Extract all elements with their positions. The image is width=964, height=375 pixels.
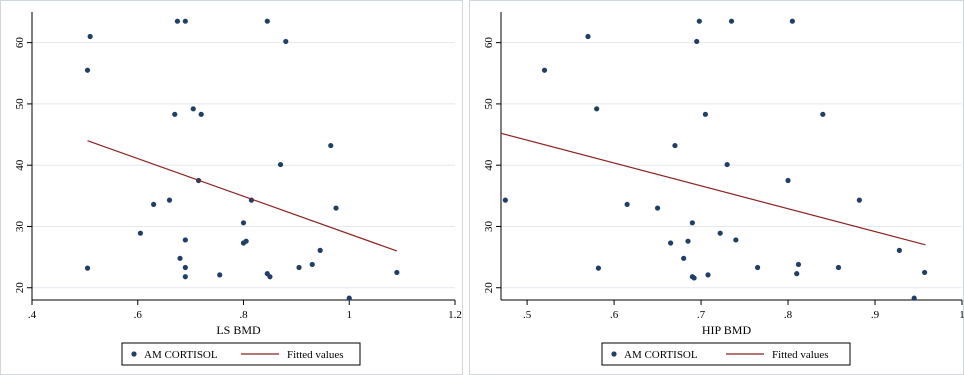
panel1-data-point-24 [277, 161, 284, 168]
panel1-data-point-4 [151, 201, 157, 208]
panel2-x-axis-title: HIP BMD [702, 323, 752, 337]
panel1-x-axis-title: LS BMD [216, 323, 261, 337]
panel2-x-tick-label-4: .9 [871, 309, 880, 321]
panel1-x-tick-label-4: 1.2 [448, 309, 462, 321]
panel1-x-tick-label-0: .4 [28, 309, 37, 321]
panel1-data-point-23 [267, 274, 273, 280]
panel2-data-point-23 [785, 177, 791, 184]
panel2-legend-marker-points [611, 351, 617, 357]
panel1-x-tick-label-1: .6 [134, 309, 143, 321]
panel1-legend-label-line: Fitted values [287, 349, 344, 361]
panel2-x-tick-label-0: .5 [523, 309, 532, 321]
panel2-data-point-14 [694, 38, 700, 45]
panel1-data-point-25 [283, 38, 289, 45]
panel1-data-point-26 [296, 264, 302, 271]
panel2-x-tick-label-2: .7 [697, 309, 706, 321]
panel1-data-point-15 [198, 111, 204, 117]
panel1-data-point-16 [217, 272, 223, 278]
panel1-data-point-10 [182, 237, 188, 243]
panel2-data-point-26 [795, 261, 802, 268]
panel2-data-point-8 [672, 142, 678, 149]
panel1-y-tick-label-0: 20 [14, 282, 26, 294]
panel2-fitted-line [500, 132, 926, 246]
panel2-data-point-2 [585, 33, 591, 40]
panel2-legend-label-line: Fitted values [772, 349, 829, 361]
panel2-data-point-13 [691, 275, 697, 281]
panel1-data-point-12 [182, 274, 188, 280]
panel1-fitted-line [87, 140, 398, 252]
panel1-x-tick-label-3: 1 [347, 309, 353, 321]
ls-bmd-scatter-panel: 20 30 40 50 60 .4 .6 .8 1 1.2 LS BMD AM CORTISOL Fit… [14, 12, 462, 366]
panel1-data-point-2 [87, 33, 93, 40]
panel2-data-point-4 [595, 265, 602, 271]
panel2-legend-label-points: AM CORTISOL [624, 349, 698, 361]
panel-2-background [469, 0, 964, 375]
panel1-data-point-0 [84, 67, 91, 73]
panel1-data-point-3 [137, 230, 143, 236]
panel2-data-point-25 [794, 271, 800, 277]
panel2-y-tick-label-1: 30 [483, 220, 495, 232]
panel1-data-point-21 [264, 18, 270, 24]
panel2-y-tick-label-3: 50 [483, 98, 495, 110]
panel2-data-point-30 [896, 247, 902, 253]
panel1-data-point-27 [309, 261, 315, 268]
panel2-y-tick-label-4: 60 [483, 37, 495, 49]
panel1-y-tick-label-2: 40 [14, 159, 26, 171]
panel2-data-point-29 [856, 197, 862, 203]
panel2-data-point-18 [717, 230, 723, 236]
panel1-data-point-18 [240, 220, 247, 226]
panel2-data-point-24 [789, 18, 795, 24]
panel2-data-point-19 [724, 161, 730, 168]
panel2-data-point-27 [820, 111, 826, 117]
panel2-y-tick-label-0: 20 [483, 282, 495, 294]
panel1-y-tick-label-3: 50 [14, 98, 26, 110]
panel2-data-point-28 [835, 264, 842, 271]
panel1-legend-label-points: AM CORTISOL [144, 349, 218, 361]
panel1-legend-marker-points [131, 351, 137, 357]
panel2-data-point-0 [502, 197, 508, 203]
panel1-data-point-30 [333, 205, 339, 211]
panel1-data-point-5 [166, 197, 173, 203]
panel1-data-point-8 [177, 255, 183, 261]
panel2-data-point-31 [911, 295, 917, 301]
panel2-data-point-17 [705, 272, 711, 278]
panel2-x-tick-label-1: .6 [610, 309, 619, 321]
panel1-data-point-11 [182, 264, 188, 271]
panel1-y-tick-label-4: 60 [14, 37, 26, 49]
panel2-data-point-22 [754, 264, 761, 271]
panel1-data-point-31 [346, 295, 352, 301]
panel2-data-point-20 [728, 18, 735, 24]
panel2-x-tick-label-5: 1 [959, 309, 964, 321]
panel2-data-point-1 [541, 67, 548, 73]
panel1-data-point-6 [172, 111, 178, 117]
panel1-data-point-13 [190, 106, 196, 112]
panel2-y-tick-label-2: 40 [483, 159, 495, 171]
panel1-data-point-9 [182, 18, 188, 24]
panel2-data-point-5 [624, 201, 630, 208]
panel2-data-point-16 [702, 111, 709, 117]
panel1-y-tick-label-1: 30 [14, 220, 26, 232]
panel2-data-point-32 [921, 269, 928, 276]
panel1-x-tick-label-2: .8 [239, 309, 248, 321]
hip-bmd-scatter-panel: 20 30 40 50 60 .5 .6 .7 .8 .9 1 HIP BMD AM CORTISOL F… [483, 12, 964, 366]
panel1-data-point-28 [317, 247, 323, 253]
panel1-data-point-32 [394, 269, 400, 276]
panel2-data-point-21 [733, 237, 739, 243]
panel2-data-point-3 [594, 106, 600, 112]
panel1-data-point-29 [328, 142, 334, 149]
panel1-data-point-7 [174, 18, 181, 24]
panel2-data-point-12 [689, 220, 695, 226]
panel2-x-tick-label-3: .8 [784, 309, 793, 321]
panel2-data-point-9 [681, 255, 687, 261]
panel2-data-point-10 [685, 238, 691, 244]
panel1-data-point-1 [84, 265, 91, 271]
panel2-data-point-7 [668, 240, 674, 246]
panel2-data-point-15 [696, 18, 702, 24]
panel2-data-point-6 [654, 205, 661, 211]
panel-1-background [0, 0, 463, 375]
panel1-data-point-19 [243, 238, 249, 244]
